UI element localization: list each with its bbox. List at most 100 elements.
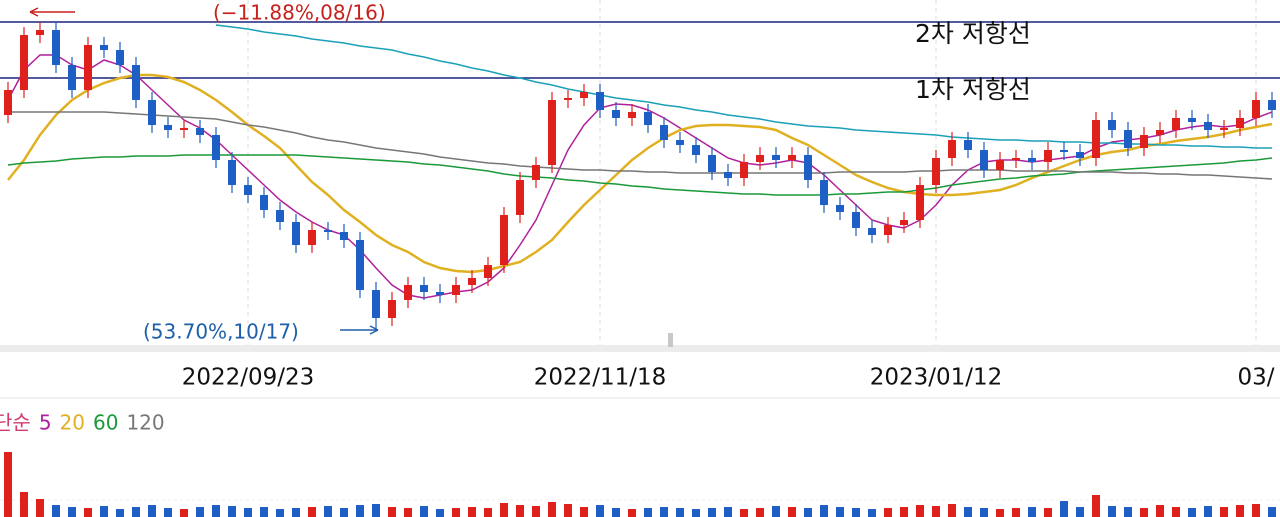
volume-bar: [500, 503, 508, 517]
volume-bar: [84, 508, 92, 517]
candle-body: [964, 140, 972, 150]
candle-body: [580, 92, 588, 98]
x-tick-label: 2023/01/12: [870, 365, 1003, 391]
volume-bar: [644, 508, 652, 517]
volume-bar: [900, 507, 908, 517]
labels: (−11.88%,08/16) (53.70%,10/17) 2022/09/2…: [0, 1, 1275, 435]
ma-line: [7, 73, 1273, 274]
volume-bar: [1188, 508, 1196, 517]
volume-bar: [724, 507, 732, 517]
volume-bar: [36, 499, 44, 517]
volume-bar: [484, 508, 492, 517]
volume-bar: [4, 452, 12, 517]
volume-bar: [116, 509, 124, 517]
volume-bar: [244, 508, 252, 517]
x-tick-label: 2022/09/23: [182, 365, 315, 391]
candle-body: [1140, 135, 1148, 148]
max-annotation: (−11.88%,08/16): [213, 1, 386, 25]
candle-body: [612, 110, 620, 118]
candle-body: [1156, 130, 1164, 135]
volume-bar: [1140, 508, 1148, 517]
candle-body: [980, 150, 988, 170]
volume-bar: [324, 506, 332, 517]
candle-body: [564, 98, 572, 100]
volume-bar: [1252, 504, 1260, 517]
candle-body: [1188, 118, 1196, 122]
volume-bar: [516, 505, 524, 517]
volume-bar: [228, 506, 236, 517]
legend-item: 20: [60, 411, 85, 435]
candle-body: [1108, 120, 1116, 130]
candle-body: [932, 158, 940, 185]
volume-bar: [260, 507, 268, 517]
volume-bar: [308, 507, 316, 517]
candle-body: [372, 290, 380, 318]
volume-bar: [660, 507, 668, 517]
candle-body: [692, 145, 700, 155]
candle-body: [916, 185, 924, 220]
candle-body: [132, 65, 140, 100]
volume-bar: [180, 509, 188, 517]
candle-body: [756, 155, 764, 162]
candle-body: [20, 35, 28, 90]
volume-bar: [1156, 505, 1164, 517]
candle-body: [420, 285, 428, 292]
candle-body: [84, 45, 92, 90]
candle-body: [1028, 158, 1036, 162]
volume-bar: [692, 509, 700, 517]
candle-body: [260, 195, 268, 210]
volume-bar: [372, 504, 380, 517]
x-tick-label: 03/: [1237, 365, 1274, 391]
legend-item: 5: [39, 411, 52, 435]
candle-body: [196, 128, 204, 135]
volume-bar: [756, 508, 764, 517]
candle-body: [676, 140, 684, 145]
volume-bar: [212, 505, 220, 517]
candle-body: [500, 215, 508, 265]
candle-body: [340, 232, 348, 240]
candle-body: [388, 300, 396, 318]
volume-bar: [468, 507, 476, 517]
volume-bar: [820, 505, 828, 517]
candle-body: [36, 30, 44, 35]
volume-bar: [548, 502, 556, 517]
volume-bar: [1092, 495, 1100, 517]
candle-body: [228, 160, 236, 185]
volume-bar: [132, 507, 140, 517]
candle-body: [1220, 128, 1228, 130]
candle-body: [4, 90, 12, 115]
volume-bar: [884, 508, 892, 517]
candle-body: [724, 172, 732, 178]
ma-line: [8, 111, 1273, 180]
legend-item: 60: [93, 411, 118, 435]
candle-body: [100, 45, 108, 50]
volume-bar: [276, 509, 284, 517]
candle-body: [804, 155, 812, 180]
candle-body: [148, 100, 156, 125]
candle-body: [1012, 158, 1020, 160]
candle-body: [1124, 130, 1132, 148]
volume-bar: [1220, 507, 1228, 517]
min-arrow-head: [369, 325, 379, 335]
candle-body: [772, 155, 780, 160]
volume-bar: [932, 506, 940, 517]
candle-body: [852, 212, 860, 228]
volume-bar: [948, 504, 956, 517]
volume-bar: [52, 505, 60, 517]
candle-body: [180, 128, 188, 130]
volume-bar: [804, 508, 812, 517]
candle-body: [820, 180, 828, 205]
volume-bar: [980, 508, 988, 517]
candle-body: [1172, 118, 1180, 130]
candle-body: [404, 285, 412, 300]
volume-bar: [772, 506, 780, 517]
volume-bar: [916, 505, 924, 517]
volume-bar: [452, 508, 460, 517]
candle-body: [788, 155, 796, 160]
candle-body: [68, 65, 76, 90]
volume-bar: [1060, 501, 1068, 517]
candle-body: [356, 240, 364, 290]
candle-body: [660, 125, 668, 140]
volume-bar: [1076, 507, 1084, 517]
